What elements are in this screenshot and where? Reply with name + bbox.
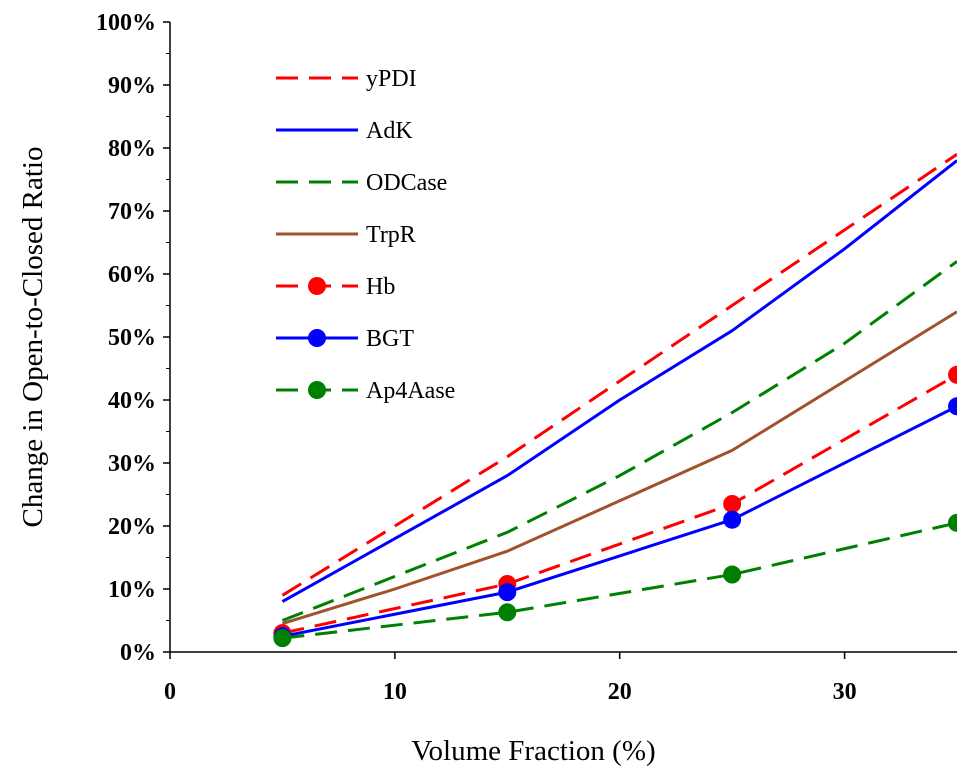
y-tick-label: 90%: [108, 73, 156, 99]
data-point-hb: [723, 494, 742, 513]
data-point-ap4aase: [273, 629, 292, 648]
y-axis-title: Change in Open-to-Closed Ratio: [17, 147, 49, 528]
data-point-hb: [948, 365, 957, 384]
data-point-ap4aase: [723, 565, 742, 584]
legend-label: ODCase: [366, 170, 447, 196]
y-tick-label: 70%: [108, 199, 156, 225]
legend-label: BGT: [366, 326, 414, 352]
legend-item-bgt: BGT: [276, 326, 414, 352]
legend-label: TrpR: [366, 222, 416, 248]
x-tick-label: 10: [383, 679, 407, 705]
ticks: 0% 10% 20% 30% 40% 50% 60% 70% 80% 90% 100% 0 10 20 30: [96, 10, 857, 705]
x-tick-label: 0: [164, 679, 176, 705]
data-point-bgt: [498, 583, 517, 602]
series-ypdi: [281, 153, 957, 597]
y-tick-label: 0%: [120, 640, 156, 666]
series-line-trpr: [281, 310, 957, 626]
y-tick-label: 30%: [108, 451, 156, 477]
legend-label: yPDI: [366, 66, 417, 92]
legend-item-ypdi: yPDI: [276, 66, 417, 92]
x-tick-label: 20: [608, 679, 632, 705]
legend-item-odcase: ODCase: [276, 170, 447, 196]
legend: yPDI AdK ODCase TrpR Hb BGT Ap4Aase: [276, 66, 455, 404]
y-tick-label: 80%: [108, 136, 156, 162]
series-line-bgt: [282, 404, 957, 638]
series-line-adk: [281, 159, 957, 603]
legend-label: AdK: [366, 118, 413, 144]
series-ap4aase: [273, 513, 957, 648]
legend-item-hb: Hb: [276, 274, 395, 300]
series-odcase: [281, 260, 957, 622]
series-line-ypdi: [281, 153, 957, 597]
y-tick-label: 60%: [108, 262, 156, 288]
series-line-odcase: [281, 260, 957, 622]
y-tick-label: 20%: [108, 514, 156, 540]
legend-marker: [308, 277, 326, 295]
legend-item-ap4aase: Ap4Aase: [276, 378, 455, 404]
data-point-bgt: [948, 397, 957, 416]
y-tick-label: 50%: [108, 325, 156, 351]
data-point-bgt: [723, 510, 742, 529]
x-axis-title: Volume Fraction (%): [411, 735, 655, 767]
legend-item-trpr: TrpR: [276, 222, 416, 248]
legend-marker: [308, 381, 326, 399]
legend-label: Ap4Aase: [366, 378, 455, 404]
series-trpr: [281, 310, 957, 626]
legend-label: Hb: [366, 274, 395, 300]
y-tick-label: 40%: [108, 388, 156, 414]
data-point-ap4aase: [948, 513, 957, 532]
series-adk: [281, 159, 957, 603]
y-tick-label: 10%: [108, 577, 156, 603]
y-tick-label: 100%: [96, 10, 156, 36]
data-point-ap4aase: [498, 603, 517, 622]
plot-area: [273, 153, 957, 648]
series-line-hb: [282, 373, 957, 635]
x-tick-label: 30: [833, 679, 857, 705]
series-line-ap4aase: [282, 521, 957, 640]
legend-item-adk: AdK: [276, 118, 413, 144]
legend-marker: [308, 329, 326, 347]
